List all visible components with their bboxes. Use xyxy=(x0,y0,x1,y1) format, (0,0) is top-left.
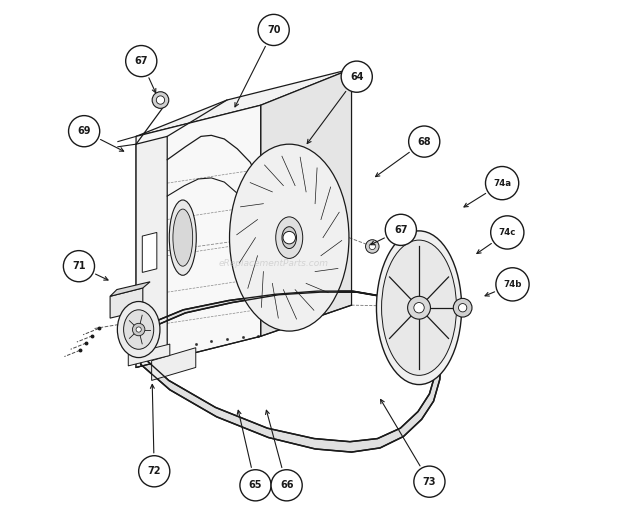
Text: 67: 67 xyxy=(135,56,148,66)
Circle shape xyxy=(240,470,271,501)
Circle shape xyxy=(414,466,445,497)
Polygon shape xyxy=(133,291,441,452)
Circle shape xyxy=(490,216,524,249)
Polygon shape xyxy=(110,288,143,318)
Circle shape xyxy=(69,115,100,147)
Circle shape xyxy=(369,243,376,250)
Ellipse shape xyxy=(381,240,456,375)
Circle shape xyxy=(407,296,430,319)
Circle shape xyxy=(496,268,529,301)
Circle shape xyxy=(485,167,519,200)
Circle shape xyxy=(133,323,145,336)
Polygon shape xyxy=(136,136,167,367)
Text: 65: 65 xyxy=(249,480,262,490)
Circle shape xyxy=(459,304,467,312)
Ellipse shape xyxy=(123,310,154,349)
Circle shape xyxy=(271,470,302,501)
Circle shape xyxy=(136,327,141,332)
Polygon shape xyxy=(128,344,170,366)
Ellipse shape xyxy=(173,209,193,266)
Text: 74c: 74c xyxy=(498,228,516,237)
Circle shape xyxy=(258,15,290,45)
Polygon shape xyxy=(260,69,352,336)
Text: 66: 66 xyxy=(280,480,293,490)
Text: 68: 68 xyxy=(417,137,431,147)
Ellipse shape xyxy=(276,217,303,258)
Ellipse shape xyxy=(169,200,197,275)
Text: 67: 67 xyxy=(394,225,407,235)
Text: eReplacementParts.com: eReplacementParts.com xyxy=(219,259,329,268)
Text: 72: 72 xyxy=(148,466,161,476)
Ellipse shape xyxy=(282,227,296,248)
Circle shape xyxy=(126,45,157,77)
Circle shape xyxy=(283,231,296,244)
Circle shape xyxy=(139,456,170,487)
Polygon shape xyxy=(136,69,352,136)
Circle shape xyxy=(409,126,440,157)
Text: 64: 64 xyxy=(350,72,363,81)
Text: 74b: 74b xyxy=(503,280,522,289)
Circle shape xyxy=(414,303,424,313)
Polygon shape xyxy=(110,282,150,296)
Circle shape xyxy=(366,240,379,253)
Ellipse shape xyxy=(117,302,160,358)
Text: 74a: 74a xyxy=(493,179,511,187)
Text: 71: 71 xyxy=(72,261,86,271)
Text: 73: 73 xyxy=(423,477,436,487)
Circle shape xyxy=(453,299,472,317)
Polygon shape xyxy=(136,105,260,367)
Circle shape xyxy=(385,214,417,245)
Polygon shape xyxy=(152,348,196,381)
Ellipse shape xyxy=(229,144,349,331)
Text: 70: 70 xyxy=(267,25,280,35)
Circle shape xyxy=(156,96,165,104)
Ellipse shape xyxy=(376,231,462,385)
Polygon shape xyxy=(143,232,157,272)
Circle shape xyxy=(341,61,372,92)
Text: 69: 69 xyxy=(78,126,91,136)
Circle shape xyxy=(63,251,94,282)
Circle shape xyxy=(152,92,169,109)
